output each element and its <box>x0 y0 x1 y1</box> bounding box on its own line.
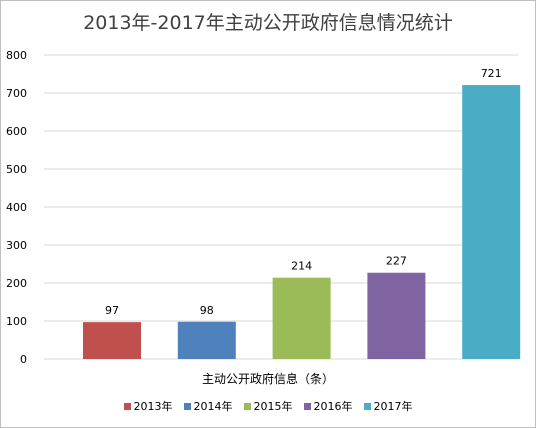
legend-item: 2014年 <box>183 398 233 414</box>
legend-swatch <box>243 402 251 410</box>
legend-swatch <box>303 402 311 410</box>
y-tick-label: 300 <box>6 239 27 252</box>
legend-swatch <box>363 402 371 410</box>
legend: 2013年 2014年 2015年 2016年 2017年 <box>0 398 536 414</box>
bar <box>462 85 521 360</box>
legend-item: 2015年 <box>243 398 293 414</box>
chart-title: 2013年-2017年主动公开政府信息情况统计 <box>83 12 453 34</box>
y-tick-label: 200 <box>6 277 27 290</box>
y-tick-label: 800 <box>6 49 27 62</box>
data-label: 98 <box>200 304 214 317</box>
legend-swatch <box>183 402 191 410</box>
legend-swatch <box>123 402 131 410</box>
bar <box>272 277 331 359</box>
legend-label: 2017年 <box>373 400 413 413</box>
bar <box>367 272 426 359</box>
legend-label: 2014年 <box>193 400 233 413</box>
y-tick-label: 100 <box>6 315 27 328</box>
data-label: 214 <box>291 260 312 273</box>
bar <box>177 321 236 359</box>
y-tick-label: 700 <box>6 87 27 100</box>
legend-item: 2016年 <box>303 398 353 414</box>
y-tick-label: 600 <box>6 125 27 138</box>
data-label: 97 <box>105 304 119 317</box>
bar <box>83 322 141 359</box>
y-tick-label: 500 <box>6 163 27 176</box>
x-axis-title: 主动公开政府信息（条） <box>201 372 334 386</box>
y-tick-label: 0 <box>20 353 27 366</box>
y-tick-label: 400 <box>6 201 27 214</box>
legend-item: 2013年 <box>123 398 173 414</box>
legend-label: 2015年 <box>253 400 293 413</box>
data-label: 721 <box>481 67 502 80</box>
legend-item: 2017年 <box>363 398 413 414</box>
legend-label: 2016年 <box>313 400 353 413</box>
data-label: 227 <box>386 255 407 268</box>
legend-label: 2013年 <box>133 400 173 413</box>
